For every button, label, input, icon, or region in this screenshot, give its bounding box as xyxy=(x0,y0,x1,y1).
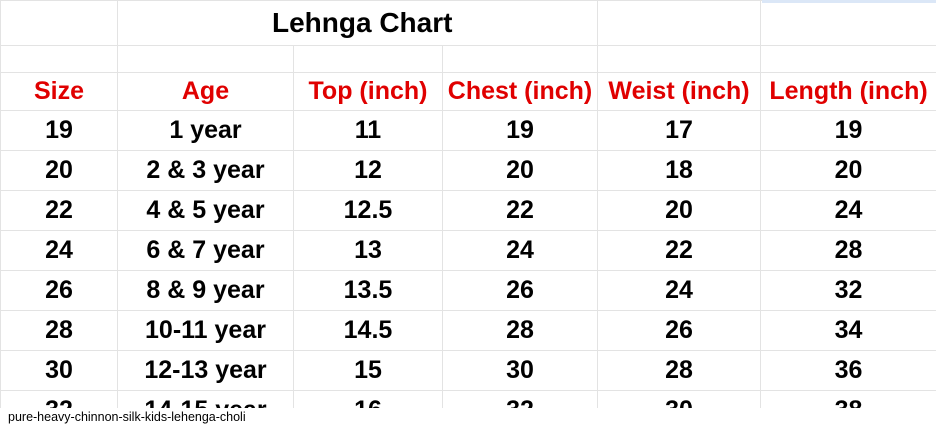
cell-chest[interactable]: 28 xyxy=(441,310,599,351)
spreadsheet-grid: Lehnga Chart Size Age Top (inch) Chest (… xyxy=(0,0,936,408)
cell[interactable] xyxy=(117,45,294,73)
cell-top[interactable]: 13 xyxy=(293,230,443,271)
cell-weist[interactable]: 28 xyxy=(597,350,762,391)
cell-size[interactable]: 32 xyxy=(0,390,118,408)
cell-size[interactable]: 24 xyxy=(0,230,118,271)
cell-chest[interactable]: 22 xyxy=(441,190,599,231)
cell[interactable] xyxy=(293,45,443,73)
cell[interactable] xyxy=(0,45,118,73)
cell-top[interactable]: 12 xyxy=(293,150,443,191)
cell-size[interactable]: 20 xyxy=(0,150,118,191)
table-row: 24 6 & 7 year 13 24 22 28 xyxy=(0,230,936,271)
cell-top[interactable]: 14.5 xyxy=(293,310,443,351)
cell-weist[interactable]: 18 xyxy=(597,150,762,191)
cell-length[interactable]: 34 xyxy=(760,310,936,351)
cell-length[interactable]: 20 xyxy=(760,150,936,191)
cell-length[interactable]: 38 xyxy=(760,390,936,408)
cell-size[interactable]: 28 xyxy=(0,310,118,351)
cell[interactable] xyxy=(597,45,762,73)
cell[interactable] xyxy=(760,45,936,73)
cell-age[interactable]: 6 & 7 year xyxy=(117,230,294,271)
cell-chest[interactable]: 32 xyxy=(441,390,599,408)
cell-size[interactable]: 19 xyxy=(0,110,118,151)
cell-age[interactable]: 1 year xyxy=(117,110,294,151)
cell-age[interactable]: 4 & 5 year xyxy=(117,190,294,231)
cell-chest[interactable]: 24 xyxy=(441,230,599,271)
cell-chest[interactable]: 30 xyxy=(441,350,599,391)
cell-age[interactable]: 2 & 3 year xyxy=(117,150,294,191)
table-row: 26 8 & 9 year 13.5 26 24 32 xyxy=(0,270,936,311)
cell-top[interactable]: 13.5 xyxy=(293,270,443,311)
cell-size[interactable]: 30 xyxy=(0,350,118,391)
cell-top[interactable]: 15 xyxy=(293,350,443,391)
cell-chest[interactable]: 26 xyxy=(441,270,599,311)
table-row: 32 14-15 year 16 32 30 38 xyxy=(0,390,936,408)
table-row: 30 12-13 year 15 30 28 36 xyxy=(0,350,936,391)
cell-age[interactable]: 12-13 year xyxy=(117,350,294,391)
cell-length[interactable]: 24 xyxy=(760,190,936,231)
header-chest[interactable]: Chest (inch) xyxy=(441,72,599,111)
cell-weist[interactable]: 22 xyxy=(597,230,762,271)
cell-weist[interactable]: 20 xyxy=(597,190,762,231)
cell-age[interactable]: 8 & 9 year xyxy=(117,270,294,311)
cell-age[interactable]: 14-15 year xyxy=(117,390,294,408)
cell[interactable] xyxy=(441,45,599,73)
cell-size[interactable]: 26 xyxy=(0,270,118,311)
cell-length[interactable]: 28 xyxy=(760,230,936,271)
header-age[interactable]: Age xyxy=(117,72,294,111)
cell-top[interactable]: 11 xyxy=(293,110,443,151)
cell[interactable] xyxy=(760,0,936,46)
cell-top[interactable]: 12.5 xyxy=(293,190,443,231)
cell-length[interactable]: 19 xyxy=(760,110,936,151)
header-top[interactable]: Top (inch) xyxy=(293,72,443,111)
cell-weist[interactable]: 26 xyxy=(597,310,762,351)
size-chart-table: Lehnga Chart Size Age Top (inch) Chest (… xyxy=(0,0,936,408)
cell-size[interactable]: 22 xyxy=(0,190,118,231)
chart-title[interactable]: Lehnga Chart xyxy=(116,0,599,46)
table-row: 20 2 & 3 year 12 20 18 20 xyxy=(0,150,936,191)
header-weist[interactable]: Weist (inch) xyxy=(597,72,762,111)
column-selection-hint xyxy=(762,0,936,3)
cell-age[interactable]: 10-11 year xyxy=(117,310,294,351)
cell-chest[interactable]: 19 xyxy=(441,110,599,151)
cell-length[interactable]: 36 xyxy=(760,350,936,391)
image-caption: pure-heavy-chinnon-silk-kids-lehenga-cho… xyxy=(8,410,246,424)
cell-weist[interactable]: 24 xyxy=(597,270,762,311)
cell-weist[interactable]: 17 xyxy=(597,110,762,151)
table-row: 28 10-11 year 14.5 28 26 34 xyxy=(0,310,936,351)
cell-weist[interactable]: 30 xyxy=(597,390,762,408)
header-length[interactable]: Length (inch) xyxy=(760,72,936,111)
table-row: 22 4 & 5 year 12.5 22 20 24 xyxy=(0,190,936,231)
table-row: 19 1 year 11 19 17 19 xyxy=(0,110,936,151)
cell[interactable] xyxy=(597,0,762,46)
header-size[interactable]: Size xyxy=(0,72,118,111)
cell[interactable] xyxy=(0,0,118,46)
cell-top[interactable]: 16 xyxy=(293,390,443,408)
cell-length[interactable]: 32 xyxy=(760,270,936,311)
cell-chest[interactable]: 20 xyxy=(441,150,599,191)
header-row: Size Age Top (inch) Chest (inch) Weist (… xyxy=(0,72,936,111)
